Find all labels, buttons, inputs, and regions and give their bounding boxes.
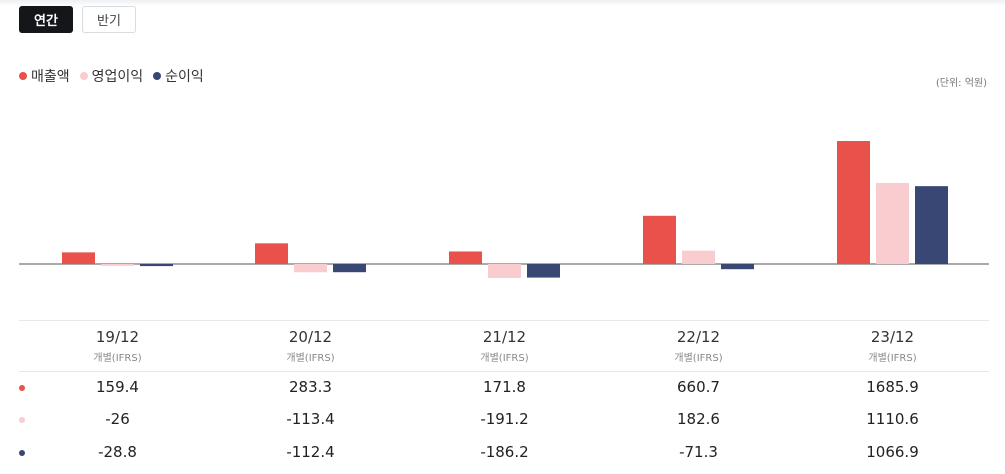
bar-23-12-series-1[interactable] [876,182,909,264]
table-cell: 283.3 [289,378,332,396]
bar-21-12-series-1[interactable] [488,264,521,278]
legend-label: 매출액 [31,69,70,85]
bar-21-12-series-0[interactable] [449,251,482,264]
table-cell: -71.3 [679,443,718,461]
legend-label: 순이익 [165,69,204,85]
table-cell: -28.8 [98,443,137,461]
period-label: 20/12 [288,328,333,346]
period-header: 19/12 개별(IFRS) [43,328,193,364]
legend-item-net-income[interactable]: 순이익 [153,66,204,86]
period-header: 23/12 개별(IFRS) [818,328,968,364]
bar-21-12-series-2[interactable] [527,264,560,278]
table-cell: 1066.9 [866,443,919,461]
row-marker-icon [19,450,25,456]
period-header: 21/12 개별(IFRS) [430,328,580,364]
period-tabs: 연간 반기 [19,6,136,33]
row-marker-icon [19,385,25,391]
bar-20-12-series-1[interactable] [294,264,327,273]
period-label: 22/12 [676,328,721,346]
bar-22-12-series-0[interactable] [643,215,676,264]
bar-23-12-series-2[interactable] [915,186,948,264]
table-cell: 1110.6 [866,410,919,428]
table-top-divider [19,320,989,321]
table-cell: -191.2 [480,410,529,428]
bar-23-12-series-0[interactable] [837,141,870,264]
accounting-standard-label: 개별(IFRS) [868,353,917,364]
period-label: 21/12 [482,328,527,346]
period-header: 22/12 개별(IFRS) [624,328,774,364]
table-cell: 1685.9 [866,378,919,396]
chart-legend: 매출액 영업이익 순이익 [19,66,204,86]
table-cell: 660.7 [677,378,720,396]
bar-20-12-series-2[interactable] [333,264,366,273]
bar-19-12-series-1[interactable] [101,264,134,266]
table-cell: -186.2 [480,443,529,461]
period-label: 19/12 [95,328,140,346]
legend-label: 영업이익 [91,69,144,85]
table-cell: -26 [105,410,130,428]
period-label: 23/12 [870,328,915,346]
legend-dot-icon [79,72,88,80]
legend-item-revenue[interactable]: 매출액 [19,66,70,86]
table-header-divider [19,371,989,372]
legend-dot-icon [153,72,162,80]
unit-label: (단위: 억원) [935,78,987,89]
table-cell: -112.4 [286,443,335,461]
bar-22-12-series-2[interactable] [721,264,754,270]
bar-chart [19,141,989,278]
bar-19-12-series-0[interactable] [62,252,95,264]
legend-item-operating-profit[interactable]: 영업이익 [79,66,144,86]
tab-annual[interactable]: 연간 [19,6,73,33]
bar-19-12-series-2[interactable] [140,264,173,267]
table-cell: 159.4 [96,378,139,396]
row-marker-icon [19,417,25,423]
period-header: 20/12 개별(IFRS) [236,328,386,364]
table-cell: 182.6 [677,410,720,428]
accounting-standard-label: 개별(IFRS) [93,353,142,364]
accounting-standard-label: 개별(IFRS) [286,353,335,364]
accounting-standard-label: 개별(IFRS) [674,353,723,364]
table-cell: 171.8 [483,378,526,396]
tab-semiannual[interactable]: 반기 [82,6,136,33]
accounting-standard-label: 개별(IFRS) [480,353,529,364]
legend-dot-icon [19,72,27,80]
table-cell: -113.4 [286,410,335,428]
bar-22-12-series-1[interactable] [682,250,715,264]
bar-20-12-series-0[interactable] [255,243,288,264]
top-shadow [0,0,1005,6]
